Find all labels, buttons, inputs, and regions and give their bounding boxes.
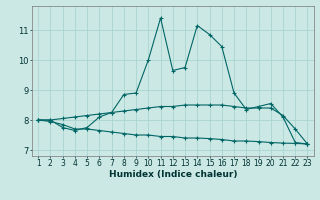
X-axis label: Humidex (Indice chaleur): Humidex (Indice chaleur) [108,170,237,179]
